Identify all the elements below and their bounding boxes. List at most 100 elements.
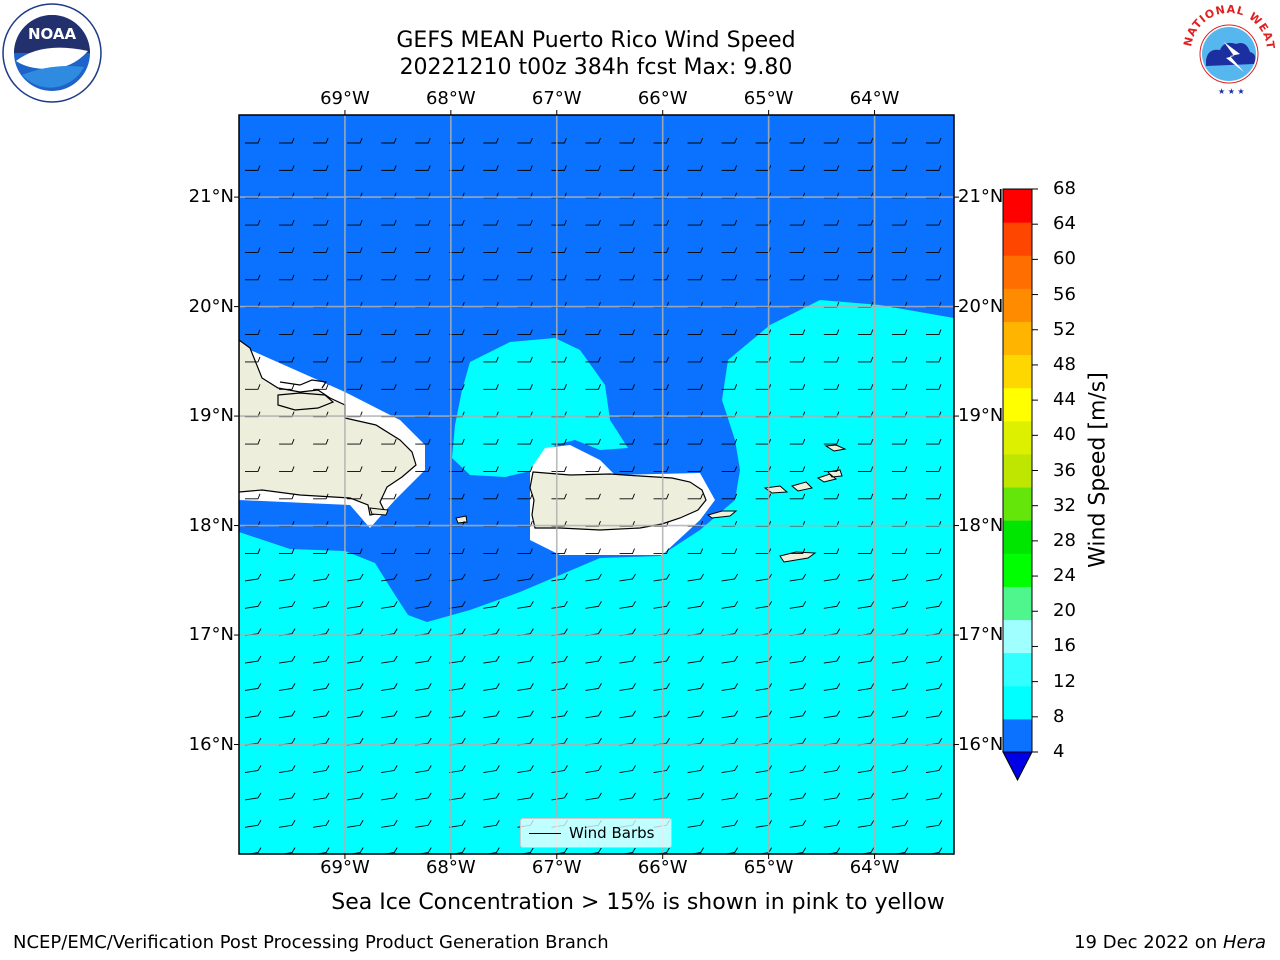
- wind-barb: [653, 165, 669, 171]
- vieques-culebra: [706, 510, 738, 519]
- colorbar-band: [1003, 718, 1032, 753]
- wind-barb: [483, 329, 499, 336]
- wind-barb: [449, 274, 465, 281]
- wind-barb: [449, 765, 466, 773]
- map-legend: Wind Barbs: [520, 818, 672, 848]
- colorbar-tick-label: 48: [1053, 353, 1076, 375]
- lat-label-right: 21°N: [958, 186, 1004, 208]
- wind-barb: [347, 466, 363, 472]
- wind-barb: [415, 274, 431, 281]
- wind-barb: [415, 655, 432, 664]
- wind-barb: [721, 137, 738, 144]
- wind-barb: [347, 820, 364, 828]
- wind-barb: [721, 601, 739, 609]
- lat-label-left: 19°N: [188, 405, 234, 427]
- wind-barb: [483, 466, 499, 472]
- wind-barb: [483, 820, 500, 828]
- wind-barb: [585, 438, 601, 445]
- wind-barb: [381, 438, 397, 445]
- wind-barb: [891, 601, 909, 609]
- wind-barb: [449, 219, 465, 226]
- wind-barb: [891, 548, 908, 555]
- wind-barb: [449, 710, 466, 719]
- wind-barb: [415, 601, 432, 609]
- wind-barb: [415, 493, 431, 500]
- wind-barb: [857, 438, 874, 445]
- lat-label-right: 17°N: [958, 624, 1004, 646]
- colorbar-band: [1003, 288, 1032, 322]
- wind-barb: [278, 573, 296, 582]
- wind-barb: [857, 493, 874, 500]
- legend-label: Wind Barbs: [569, 824, 655, 842]
- wind-barb: [313, 573, 330, 582]
- wind-barb: [721, 219, 738, 226]
- colorbar-band: [1003, 685, 1032, 720]
- wind-barb: [721, 765, 739, 773]
- wind-barb: [585, 548, 601, 555]
- wind-barb: [449, 466, 465, 472]
- wind-barb: [483, 219, 499, 226]
- lon-label-bottom: 64°W: [849, 857, 900, 878]
- wind-barb: [789, 247, 806, 253]
- wind-barb: [517, 247, 533, 253]
- wind-barb: [278, 792, 296, 801]
- wind-barb: [449, 137, 465, 144]
- wind-barb: [925, 493, 942, 500]
- wind-barb: [381, 548, 397, 555]
- wind-barb: [687, 247, 704, 253]
- wind-barb: [789, 548, 806, 555]
- wind-barb: [347, 765, 364, 773]
- wind-barb: [313, 710, 330, 719]
- wind-barb: [653, 466, 669, 472]
- wind-barb: [891, 792, 909, 801]
- wind-barb: [891, 683, 909, 691]
- wind-barb: [347, 493, 363, 500]
- lat-label-left: 17°N: [188, 624, 234, 646]
- wind-barb: [619, 137, 635, 144]
- wind-barb: [687, 655, 705, 664]
- wind-barb: [585, 765, 602, 773]
- wind-barb: [789, 329, 806, 336]
- wind-barb: [313, 601, 330, 609]
- wind-barb: [891, 710, 909, 719]
- wind-barb: [857, 655, 875, 664]
- wind-barb: [347, 329, 363, 336]
- wind-barb: [891, 384, 908, 390]
- colorbar-tick-label: 8: [1053, 705, 1065, 727]
- wind-barb: [721, 438, 738, 445]
- wind-barb: [347, 247, 363, 253]
- wind-barb: [381, 165, 397, 171]
- colorbar-band: [1003, 586, 1032, 621]
- wind-barb: [721, 356, 738, 363]
- wind-barb: [244, 683, 262, 691]
- wind-barb: [789, 683, 807, 691]
- wind-barb: [585, 493, 601, 500]
- wind-barb: [653, 274, 669, 281]
- lat-label-right: 19°N: [958, 405, 1004, 427]
- wind-barb: [415, 356, 431, 363]
- wind-barb: [347, 573, 364, 582]
- wind-barb: [687, 219, 704, 226]
- wind-barb: [279, 356, 295, 363]
- wind-barb: [313, 274, 329, 281]
- wind-barb: [517, 573, 534, 582]
- wind-barb: [721, 329, 738, 336]
- wind-barb: [278, 710, 296, 719]
- wind-barb: [313, 548, 329, 555]
- wind-barb: [381, 655, 398, 664]
- wind-barb: [313, 683, 330, 691]
- wind-barb: [551, 710, 568, 719]
- lon-label-top: 66°W: [637, 88, 688, 109]
- wind-barb: [823, 137, 840, 144]
- wind-barb: [585, 601, 602, 609]
- wind-barb: [517, 356, 533, 363]
- wind-barb: [381, 601, 398, 609]
- wind-barb: [687, 493, 704, 500]
- wind-barb: [551, 274, 567, 281]
- wind-barb: [687, 573, 705, 582]
- wind-barb: [244, 573, 262, 582]
- footer-host: Hera: [1222, 932, 1266, 953]
- nws-logo: NATIONAL WEATHER SERVICE ★ ★ ★: [1180, 2, 1276, 98]
- wind-barb: [585, 165, 601, 171]
- wind-barb: [551, 573, 568, 582]
